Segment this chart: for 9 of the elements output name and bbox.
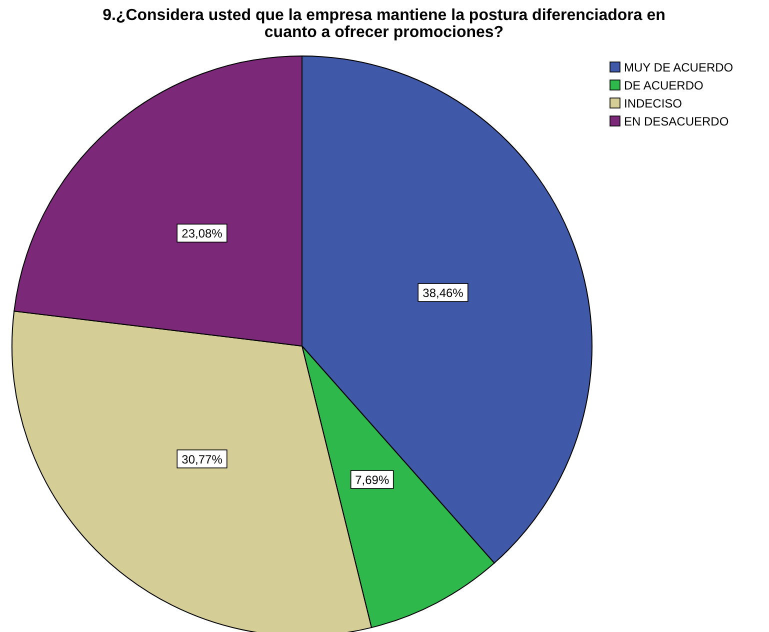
legend-label: INDECISO [624, 96, 682, 110]
data-label: 23,08% [182, 226, 223, 241]
data-label: 7,69% [355, 473, 390, 488]
legend-label: DE ACUERDO [624, 78, 704, 92]
legend-label: MUY DE ACUERDO [624, 60, 734, 74]
data-label: 38,46% [422, 286, 464, 300]
chart-title: 9.¿Considera usted que la empresa mantiene la postura diferenciadora en cuanto a ofrecer promociones? [102, 7, 666, 41]
legend-label: EN DESACUERDO [624, 114, 729, 128]
data-label: 30,77% [182, 452, 223, 466]
